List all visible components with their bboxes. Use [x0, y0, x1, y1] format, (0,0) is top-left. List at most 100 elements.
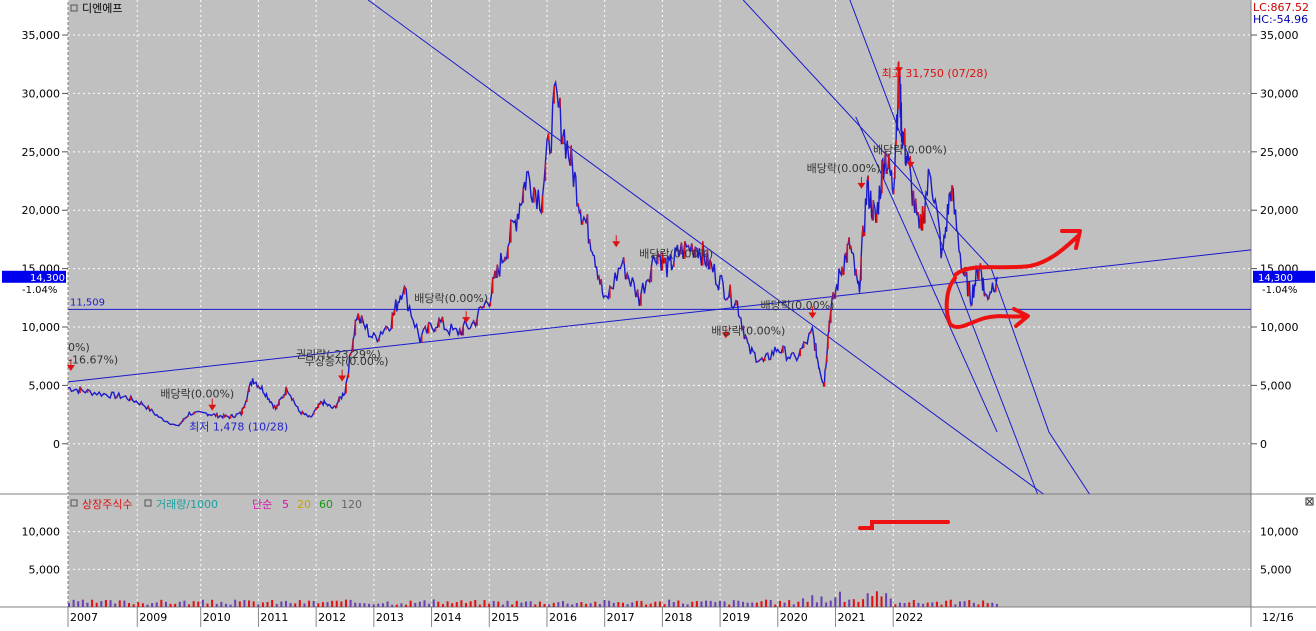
- current-price-box-right: [1253, 270, 1315, 283]
- annotation-label: 권리락(-23.29%): [296, 348, 381, 361]
- current-price-box-left: [2, 270, 66, 283]
- volume-bar: [755, 602, 758, 607]
- volume-bar: [211, 599, 214, 607]
- listed-shares-step-line: [858, 520, 950, 530]
- volume-bar: [598, 603, 601, 607]
- horizontal-line-11509[interactable]: 11,509: [68, 297, 1251, 310]
- volume-bar: [838, 591, 841, 607]
- volume-bar: [668, 599, 671, 607]
- volume-bar: [783, 602, 786, 607]
- price-tick-label-left: 35,000: [22, 29, 61, 42]
- volume-bar: [737, 600, 740, 607]
- volume-bar: [243, 600, 246, 607]
- volume-bar: [515, 600, 518, 607]
- volume-bar: [746, 602, 749, 607]
- volume-bar: [146, 604, 149, 607]
- volume-bar: [137, 602, 140, 607]
- hc-readout: HC:-54.96: [1253, 13, 1308, 26]
- volume-bar: [409, 600, 412, 607]
- price-plot-area[interactable]: [68, 0, 1251, 494]
- x-tick-label: 2007: [70, 611, 98, 624]
- volume-bar: [843, 601, 846, 607]
- volume-bar: [100, 601, 103, 607]
- volume-tick-label-right: 5,000: [1260, 563, 1292, 576]
- volume-tick-label-left: 10,000: [22, 526, 61, 539]
- legend-entry: 단순: [252, 498, 272, 511]
- volume-bar: [723, 601, 726, 607]
- x-tick-label: 2021: [838, 611, 866, 624]
- volume-bar: [321, 602, 324, 607]
- volume-bar: [183, 600, 186, 607]
- volume-bar: [354, 602, 357, 607]
- price-tick-label-right: 35,000: [1260, 29, 1299, 42]
- volume-bar: [538, 601, 541, 607]
- trendline: [67, 249, 1252, 383]
- volume-bar: [945, 600, 948, 607]
- volume-bar: [197, 601, 200, 607]
- volume-bar: [705, 600, 708, 607]
- volume-bar: [594, 601, 597, 607]
- x-tick-label: 2016: [549, 611, 577, 624]
- volume-bar: [815, 602, 818, 607]
- volume-bar: [358, 603, 361, 607]
- volume-bar: [571, 604, 574, 607]
- volume-bar: [760, 601, 763, 607]
- volume-bar: [418, 601, 421, 607]
- volume-bar: [192, 601, 195, 607]
- price-tick-label-right: 10,000: [1260, 321, 1299, 334]
- trendlines[interactable]: [67, 0, 1252, 495]
- volume-bar: [151, 603, 154, 607]
- volume-bar: [77, 601, 80, 607]
- volume-bar: [566, 603, 569, 607]
- annotation-label: 배당락(0.00%): [414, 292, 488, 305]
- volume-bar: [585, 603, 588, 607]
- volume-bar: [700, 601, 703, 607]
- trendline: [849, 0, 1038, 495]
- price-tick-label-right: 0: [1260, 438, 1267, 451]
- volume-bar: [728, 604, 731, 607]
- x-tick-label: 2015: [491, 611, 519, 624]
- volume-bar: [266, 602, 269, 607]
- volume-bar: [488, 603, 491, 607]
- annotation-label: 배당락(0.00%): [639, 247, 713, 260]
- title-checkbox-icon[interactable]: [70, 4, 78, 12]
- volume-bar: [885, 593, 888, 607]
- volume-bar: [788, 600, 791, 607]
- volume-bar: [682, 603, 685, 607]
- red-up-arrow-head: [1060, 229, 1082, 250]
- volume-bar: [114, 603, 117, 607]
- volume-bar: [917, 602, 920, 607]
- annotation-label: 배당락(0.00%): [873, 143, 947, 156]
- volume-bar: [792, 604, 795, 607]
- volume-bar: [903, 602, 906, 607]
- legend-entry: 거래량/1000: [156, 498, 218, 511]
- volume-bar: [617, 602, 620, 607]
- volume-bar: [405, 604, 408, 607]
- volume-bar: [437, 601, 440, 607]
- event-markers: [66, 61, 915, 411]
- price-series[interactable]: [67, 61, 998, 427]
- x-tick-label: 2018: [664, 611, 692, 624]
- volume-bar: [534, 604, 537, 607]
- volume-bar: [128, 603, 131, 607]
- volume-bar: [271, 599, 274, 607]
- price-tick-label-left: 10,000: [22, 321, 61, 334]
- volume-plot-area[interactable]: [68, 494, 1251, 607]
- trendline: [742, 0, 1090, 495]
- legend-entry: 60: [319, 498, 333, 511]
- event-arrow-head: [857, 182, 866, 189]
- volume-bar: [275, 603, 278, 607]
- x-tick-label: 2017: [607, 611, 635, 624]
- event-arrow-head: [894, 67, 903, 74]
- volume-bar: [86, 602, 89, 607]
- volume-bar: [400, 603, 403, 607]
- trendline: [367, 0, 1044, 495]
- volume-bar: [718, 600, 721, 607]
- volume-bar: [691, 601, 694, 607]
- volume-bar: [529, 601, 532, 607]
- volume-bar: [224, 603, 227, 607]
- volume-bar: [889, 598, 892, 607]
- volume-bar: [446, 601, 449, 607]
- volume-bar: [658, 601, 661, 607]
